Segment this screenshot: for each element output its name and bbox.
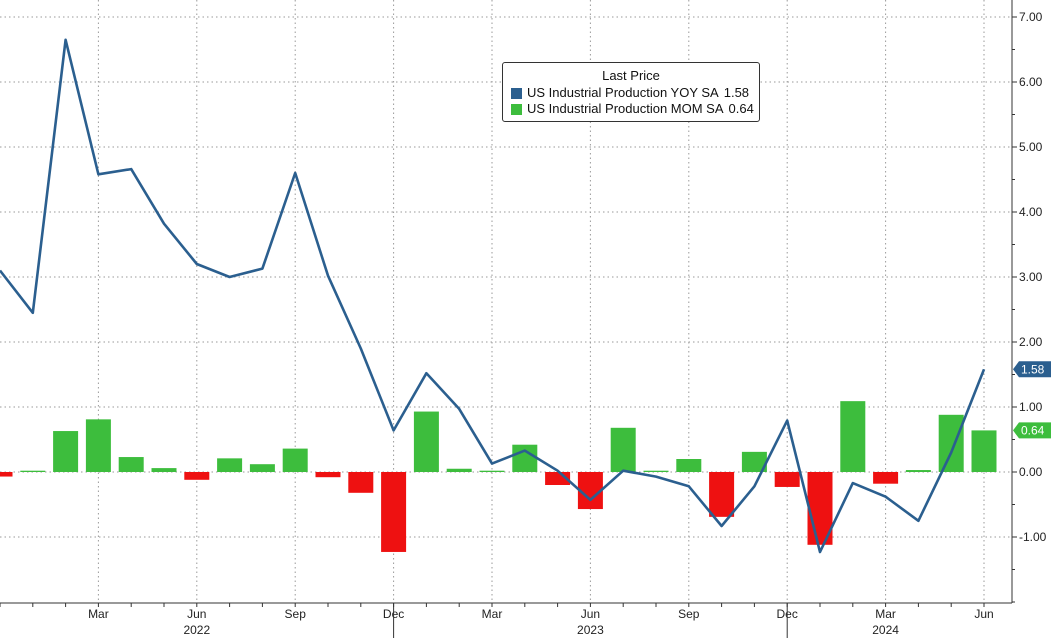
mom-bar <box>381 472 407 552</box>
mom-bar <box>774 472 800 487</box>
mom-bar <box>282 448 308 472</box>
mom-bar <box>938 414 964 472</box>
mom-bar <box>741 451 767 472</box>
mom-bar <box>873 472 899 484</box>
mom-bar <box>315 472 341 478</box>
mom-bar <box>348 472 374 493</box>
mom-bar <box>0 472 13 477</box>
mom-bars <box>0 401 997 552</box>
mom-bar <box>971 430 997 472</box>
mom-bar <box>840 401 866 472</box>
mom-bar <box>118 457 144 472</box>
legend-swatch-yoy <box>511 87 522 99</box>
mom-bar <box>217 458 243 472</box>
x-month-label: Sep <box>678 607 700 621</box>
y-tick-label: 3.00 <box>1019 270 1043 284</box>
x-month-label: Mar <box>875 607 896 621</box>
mom-bar <box>184 472 210 480</box>
mom-bar <box>643 470 669 472</box>
y-tick-label: 6.00 <box>1019 75 1043 89</box>
legend-label-mom: US Industrial Production MOM SA <box>527 101 724 116</box>
mom-bar <box>53 431 79 472</box>
yoy-series-line <box>0 38 986 554</box>
legend-value-mom: 0.64 <box>728 101 754 116</box>
legend-title: Last Price <box>602 68 660 83</box>
last-value-tags: 1.58 0.64 <box>1013 361 1051 439</box>
x-year-label: 2022 <box>183 623 210 637</box>
mom-bar <box>446 468 472 472</box>
x-month-label: Jun <box>581 607 600 621</box>
y-tick-label: -1.00 <box>1019 530 1047 544</box>
y-tick-label: 2.00 <box>1019 335 1043 349</box>
x-month-label: Jun <box>187 607 206 621</box>
mom-bar <box>709 472 735 517</box>
mom-bar <box>676 459 702 472</box>
mom-bar <box>512 444 538 472</box>
last-value-tag <box>1013 361 1051 378</box>
x-month-label: Sep <box>285 607 307 621</box>
legend-entry-mom: US Industrial Production MOM SA 0.64 <box>511 101 754 117</box>
y-tick-label: 4.00 <box>1019 205 1043 219</box>
x-year-label: 2023 <box>577 623 604 637</box>
last-value-label: 0.64 <box>1021 423 1045 437</box>
mom-bar <box>905 470 931 472</box>
mom-bar <box>20 470 46 472</box>
x-month-label: Mar <box>482 607 503 621</box>
y-tick-label: 0.00 <box>1019 465 1043 479</box>
mom-bar <box>85 419 111 472</box>
y-tick-label: 1.00 <box>1019 400 1043 414</box>
mom-bar <box>479 470 505 472</box>
y-tick-label: 5.00 <box>1019 140 1043 154</box>
last-value-tag <box>1013 422 1051 439</box>
mom-bar <box>610 427 636 472</box>
legend-label-yoy: US Industrial Production YOY SA <box>527 85 719 100</box>
legend: Last Price US Industrial Production YOY … <box>502 62 760 122</box>
mom-bar <box>413 411 439 472</box>
mom-bar <box>577 472 603 510</box>
legend-swatch-mom <box>511 103 522 115</box>
legend-entry-yoy: US Industrial Production YOY SA 1.58 <box>511 85 751 101</box>
x-month-label: Jun <box>974 607 993 621</box>
x-year-label: 2024 <box>872 623 899 637</box>
legend-value-yoy: 1.58 <box>723 85 750 100</box>
last-value-label: 1.58 <box>1021 362 1045 376</box>
mom-bar <box>151 468 177 472</box>
y-tick-label: 7.00 <box>1019 10 1043 24</box>
mom-bar <box>249 464 275 472</box>
x-month-label: Mar <box>88 607 109 621</box>
yoy-line <box>0 38 986 554</box>
